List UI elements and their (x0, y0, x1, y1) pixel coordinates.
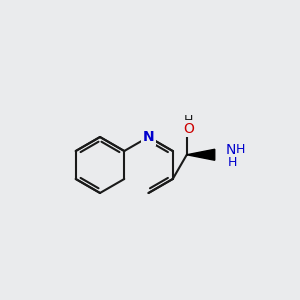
Text: H: H (236, 143, 245, 156)
Text: H: H (184, 114, 194, 127)
Text: H: H (228, 156, 237, 169)
Text: N: N (226, 143, 236, 157)
Text: N: N (143, 130, 154, 144)
Polygon shape (187, 149, 215, 160)
Text: O: O (183, 122, 194, 136)
